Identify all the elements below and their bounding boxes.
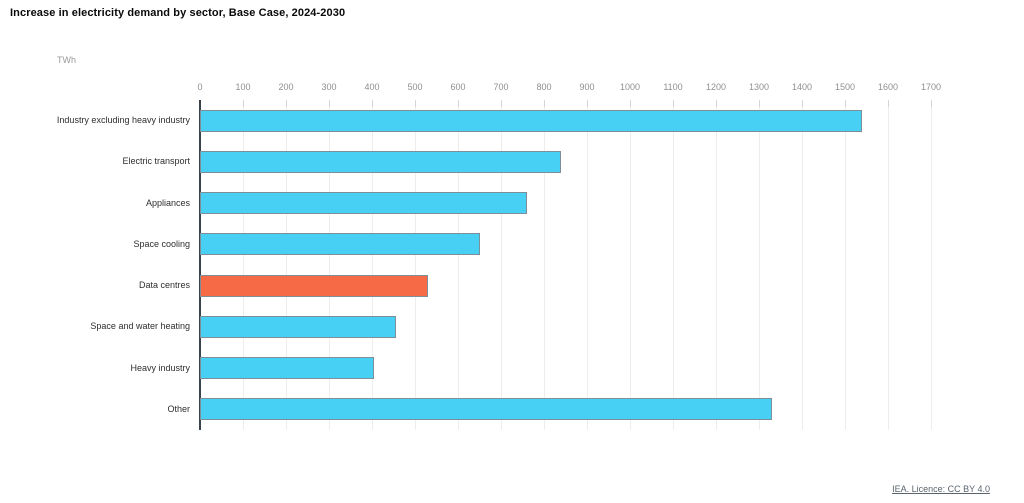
category-label: Space cooling	[133, 238, 190, 249]
x-tick-label: 400	[364, 82, 380, 92]
bar-space-and-water-heating[interactable]	[200, 315, 396, 338]
axis-tick	[887, 100, 889, 107]
bar-data-centres[interactable]	[200, 274, 428, 297]
x-tick-label: 1100	[663, 82, 683, 92]
axis-tick	[715, 100, 717, 107]
x-tick-label: 1600	[877, 82, 899, 92]
gridline	[844, 100, 846, 430]
category-label: Industry excluding heavy industry	[56, 115, 190, 126]
axis-tick	[328, 100, 330, 107]
x-tick-label: 1700	[920, 82, 942, 92]
category-label: Space and water heating	[90, 321, 190, 332]
gridline	[758, 100, 760, 430]
bar-appliances[interactable]	[200, 192, 527, 215]
category-label: Appliances	[145, 197, 190, 208]
x-tick-label: 1400	[791, 82, 813, 92]
axis-tick	[543, 100, 545, 107]
category-label: Other	[167, 403, 190, 414]
axis-tick	[500, 100, 502, 107]
x-tick-label: 800	[536, 82, 552, 92]
gridline	[414, 100, 416, 430]
gridline	[500, 100, 502, 430]
axis-tick	[457, 100, 459, 107]
gridline	[328, 100, 330, 430]
gridline	[586, 100, 588, 430]
gridline	[629, 100, 631, 430]
x-tick-label: 900	[579, 82, 595, 92]
axis-tick	[285, 100, 287, 107]
axis-tick	[844, 100, 846, 107]
bar-electric-transport[interactable]	[200, 150, 562, 173]
category-label: Heavy industry	[130, 362, 190, 373]
x-tick-label: 600	[450, 82, 466, 92]
gridline	[887, 100, 889, 430]
axis-tick	[586, 100, 588, 107]
axis-tick	[414, 100, 416, 107]
axis-tick	[371, 100, 373, 107]
gridline	[715, 100, 717, 430]
axis-unit-label: TWh	[57, 55, 76, 65]
gridline	[285, 100, 287, 430]
gridline	[672, 100, 674, 430]
x-tick-label: 100	[235, 82, 251, 92]
category-label: Data centres	[138, 280, 190, 291]
x-tick-label: 1000	[619, 82, 641, 92]
x-tick-label: 0	[197, 82, 203, 92]
x-tick-label: 300	[321, 82, 337, 92]
axis-tick	[801, 100, 803, 107]
license-link[interactable]: IEA. Licence: CC BY 4.0	[892, 484, 990, 494]
axis-tick	[930, 100, 932, 107]
axis-tick	[672, 100, 674, 107]
x-tick-label: 1200	[705, 82, 727, 92]
bar-other[interactable]	[200, 398, 772, 421]
gridline	[543, 100, 545, 430]
x-tick-label: 500	[407, 82, 423, 92]
gridline	[371, 100, 373, 430]
axis-tick	[758, 100, 760, 107]
bar-space-cooling[interactable]	[200, 233, 480, 256]
gridline	[457, 100, 459, 430]
gridline	[242, 100, 244, 430]
category-label: Electric transport	[122, 156, 190, 167]
y-axis-line	[199, 100, 201, 430]
x-tick-label: 200	[278, 82, 294, 92]
bar-heavy-industry[interactable]	[200, 357, 375, 380]
x-tick-label: 1300	[748, 82, 770, 92]
chart-title: Increase in electricity demand by sector…	[10, 7, 346, 19]
axis-tick	[242, 100, 244, 107]
gridline	[930, 100, 932, 430]
bar-industry-excluding-heavy-industry[interactable]	[200, 109, 863, 132]
x-tick-label: 700	[493, 82, 509, 92]
gridline	[801, 100, 803, 430]
x-tick-label: 1500	[834, 82, 856, 92]
axis-tick	[629, 100, 631, 107]
